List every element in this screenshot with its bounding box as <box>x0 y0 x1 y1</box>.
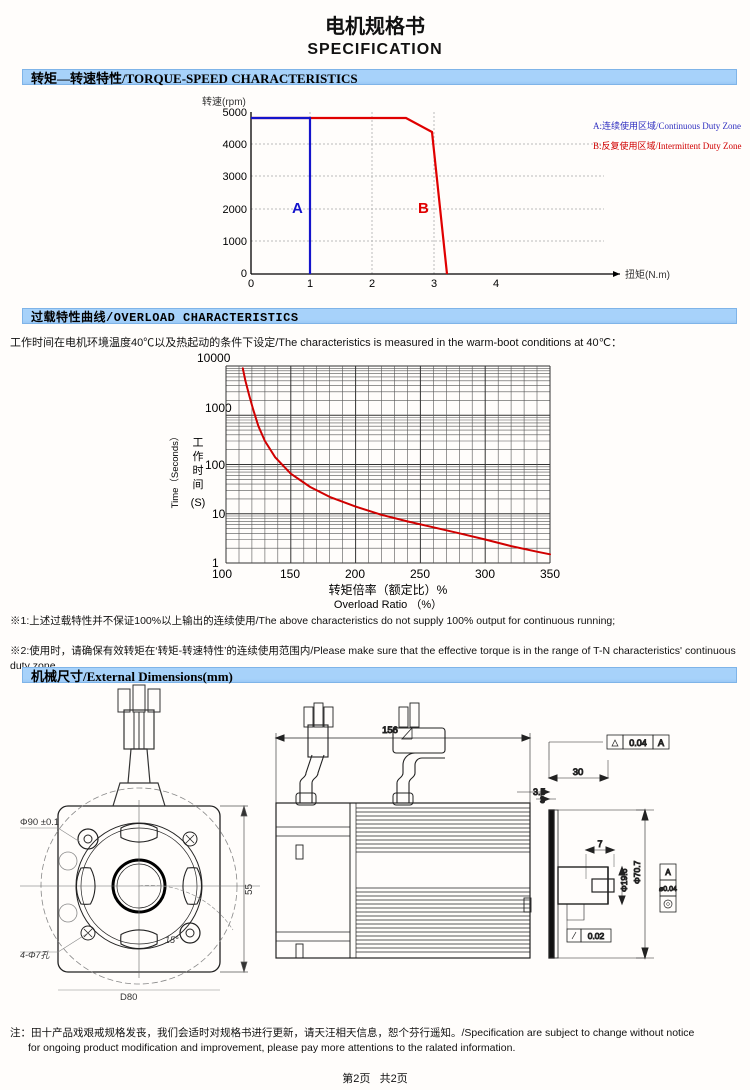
svg-text:Φ70.7: Φ70.7 <box>632 860 642 884</box>
svg-text:A: A <box>658 738 664 748</box>
svg-text:4-Φ7孔: 4-Φ7孔 <box>20 950 51 960</box>
svg-text:D80: D80 <box>120 992 137 1003</box>
svg-text:0.04: 0.04 <box>629 738 647 748</box>
svg-text:Φ19.6: Φ19.6 <box>619 868 629 892</box>
svg-text:0.02: 0.02 <box>588 931 605 941</box>
svg-text:55: 55 <box>244 883 255 895</box>
svg-text:⌀0.04: ⌀0.04 <box>659 886 677 893</box>
svg-text:7: 7 <box>597 839 602 849</box>
svg-text:A: A <box>665 868 671 877</box>
svg-text:30: 30 <box>573 767 584 778</box>
svg-text:156: 156 <box>382 725 398 736</box>
svg-text:Φ90 ±0.1: Φ90 ±0.1 <box>20 817 59 828</box>
svg-text:15°: 15° <box>165 935 179 945</box>
